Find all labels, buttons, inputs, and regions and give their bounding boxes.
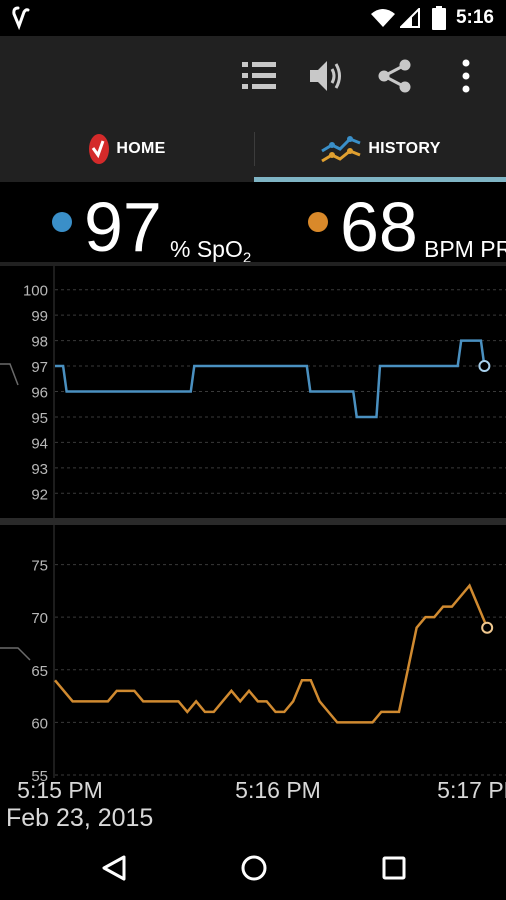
history-chart[interactable]: 92 93 94 95 96 97 98 99 100 55 60 65 70 75 5:15 PM 5:… <box>0 262 506 836</box>
pr-dot <box>308 212 328 232</box>
share-icon[interactable] <box>377 58 413 94</box>
tab-history-label: HISTORY <box>368 140 441 157</box>
navigation-bar <box>0 836 506 900</box>
spo2-past-line <box>0 363 19 386</box>
pr-past-line <box>0 647 31 661</box>
spo2-unit-text: % SpO <box>170 236 243 262</box>
pr-y-tick: 65 <box>31 663 48 680</box>
pr-y-tick: 75 <box>31 558 48 575</box>
pr-y-tick: 55 <box>31 768 48 785</box>
spo2-y-tick: 99 <box>31 308 48 325</box>
tab-home[interactable]: HOME <box>0 116 254 182</box>
volume-icon[interactable] <box>308 58 346 94</box>
status-time: 5:16 <box>455 7 494 28</box>
chart-date: Feb 23, 2015 <box>6 804 154 832</box>
spo2-current-marker <box>478 360 491 373</box>
spo2-dot <box>52 212 72 232</box>
action-bar <box>0 36 506 116</box>
pr-y-tick: 60 <box>31 715 48 732</box>
spo2-y-tick: 92 <box>31 486 48 503</box>
back-icon[interactable] <box>100 854 128 882</box>
tab-selected-indicator <box>254 177 506 182</box>
spo2-y-tick: 95 <box>31 410 48 427</box>
cell-signal-icon <box>400 8 420 28</box>
x-tick-label: 5:15 PM <box>17 777 103 803</box>
chart-divider <box>0 518 506 525</box>
tab-history[interactable]: HISTORY <box>255 116 506 182</box>
pr-unit: BPM PR <box>424 236 506 262</box>
overflow-menu-icon[interactable] <box>460 58 472 94</box>
pr-value: 68 <box>340 188 418 266</box>
recents-icon[interactable] <box>381 855 407 881</box>
x-tick-label: 5:16 PM <box>235 777 321 803</box>
spo2-y-tick: 100 <box>23 283 48 300</box>
spo2-y-tick: 97 <box>31 359 48 376</box>
home-icon[interactable] <box>240 854 268 882</box>
pr-current-marker <box>481 621 494 634</box>
battery-icon <box>432 6 446 30</box>
spo2-value: 97 <box>84 188 162 266</box>
status-bar: 5:16 <box>0 0 506 36</box>
readings-panel: 97 % SpO2 68 BPM PR <box>0 182 506 267</box>
spo2-y-tick: 93 <box>31 461 48 478</box>
spo2-series-line <box>55 339 486 419</box>
spo2-y-tick: 94 <box>31 435 48 452</box>
pr-y-tick: 70 <box>31 610 48 627</box>
app-notification-icon <box>12 6 30 30</box>
masimo-logo-icon <box>89 134 110 164</box>
spo2-y-tick: 98 <box>31 334 48 351</box>
x-tick-label: 5:17 PM <box>437 777 506 803</box>
list-icon[interactable] <box>242 60 276 92</box>
spo2-y-tick: 96 <box>31 385 48 402</box>
pr-series-line <box>54 583 489 724</box>
tab-bar: HOME HISTORY <box>0 116 506 182</box>
trend-chart-icon <box>321 136 361 163</box>
tab-divider <box>254 132 255 166</box>
spo2-unit: % SpO2 <box>170 236 251 267</box>
wifi-icon <box>371 9 395 27</box>
tab-home-label: HOME <box>116 140 166 157</box>
spo2-unit-sub: 2 <box>242 249 252 267</box>
